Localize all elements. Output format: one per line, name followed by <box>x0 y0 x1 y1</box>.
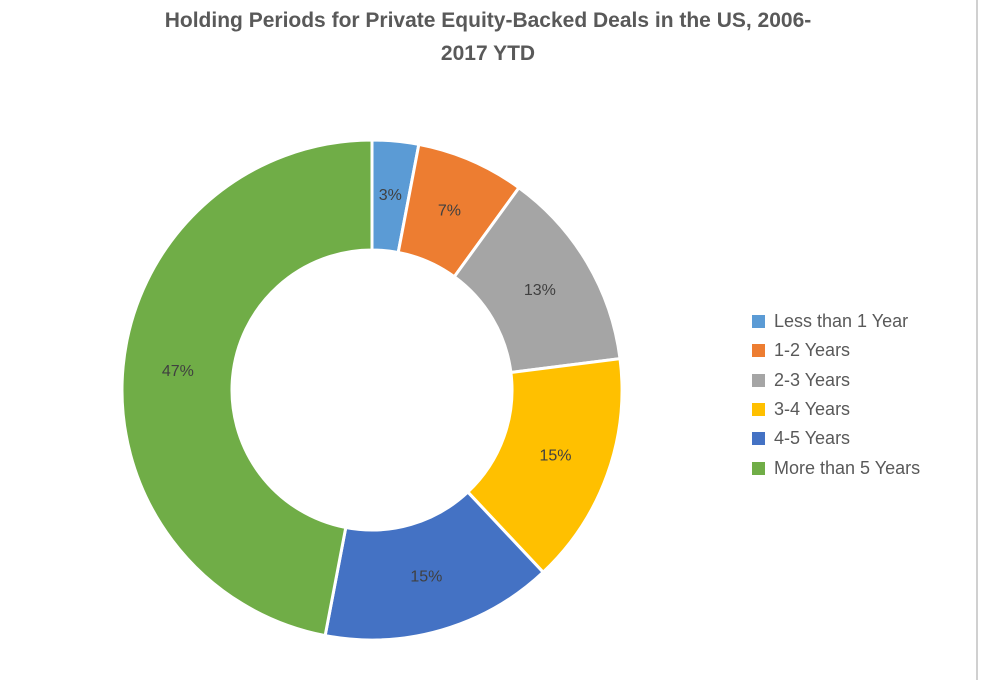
legend-swatch <box>752 373 765 387</box>
data-label-1-2-years: 7% <box>438 202 461 219</box>
data-label-3-4-years: 15% <box>539 447 571 464</box>
legend-label: More than 5 Years <box>774 457 921 478</box>
data-label-less-than-1-year: 3% <box>379 187 402 204</box>
legend-swatch <box>752 432 765 446</box>
legend-item-4-5-years: 4-5 Years <box>752 424 920 453</box>
legend-item-2-3-years: 2-3 Years <box>752 366 920 395</box>
legend-label: 2-3 Years <box>774 369 851 390</box>
legend-label: Less than 1 Year <box>774 311 909 332</box>
legend-swatch <box>752 461 765 475</box>
chart-title: Holding Periods for Private Equity-Backe… <box>60 4 916 70</box>
legend-swatch <box>752 403 765 417</box>
legend-item-more-than-5-years: More than 5 Years <box>752 453 920 482</box>
legend-item-less-than-1-year: Less than 1 Year <box>752 307 920 336</box>
legend-item-3-4-years: 3-4 Years <box>752 395 920 424</box>
legend-swatch <box>752 315 765 329</box>
chart-title-line-2: 2017 YTD <box>440 42 536 65</box>
chart-title-line-1: Holding Periods for Private Equity-Backe… <box>164 9 812 32</box>
chart-legend: Less than 1 Year 1-2 Years 2-3 Years 3-4 Ye… <box>752 307 920 483</box>
legend-item-1-2-years: 1-2 Years <box>752 336 920 365</box>
legend-swatch <box>752 344 765 358</box>
data-label-4-5-years: 15% <box>410 568 442 585</box>
legend-label: 1-2 Years <box>774 340 851 361</box>
legend-label: 3-4 Years <box>774 399 851 420</box>
slice-more-than-5-years <box>120 138 374 638</box>
legend-label: 4-5 Years <box>774 428 851 449</box>
data-label-more-than-5-years: 47% <box>162 363 194 380</box>
chart-border <box>976 0 978 680</box>
data-label-2-3-years: 13% <box>524 282 556 299</box>
